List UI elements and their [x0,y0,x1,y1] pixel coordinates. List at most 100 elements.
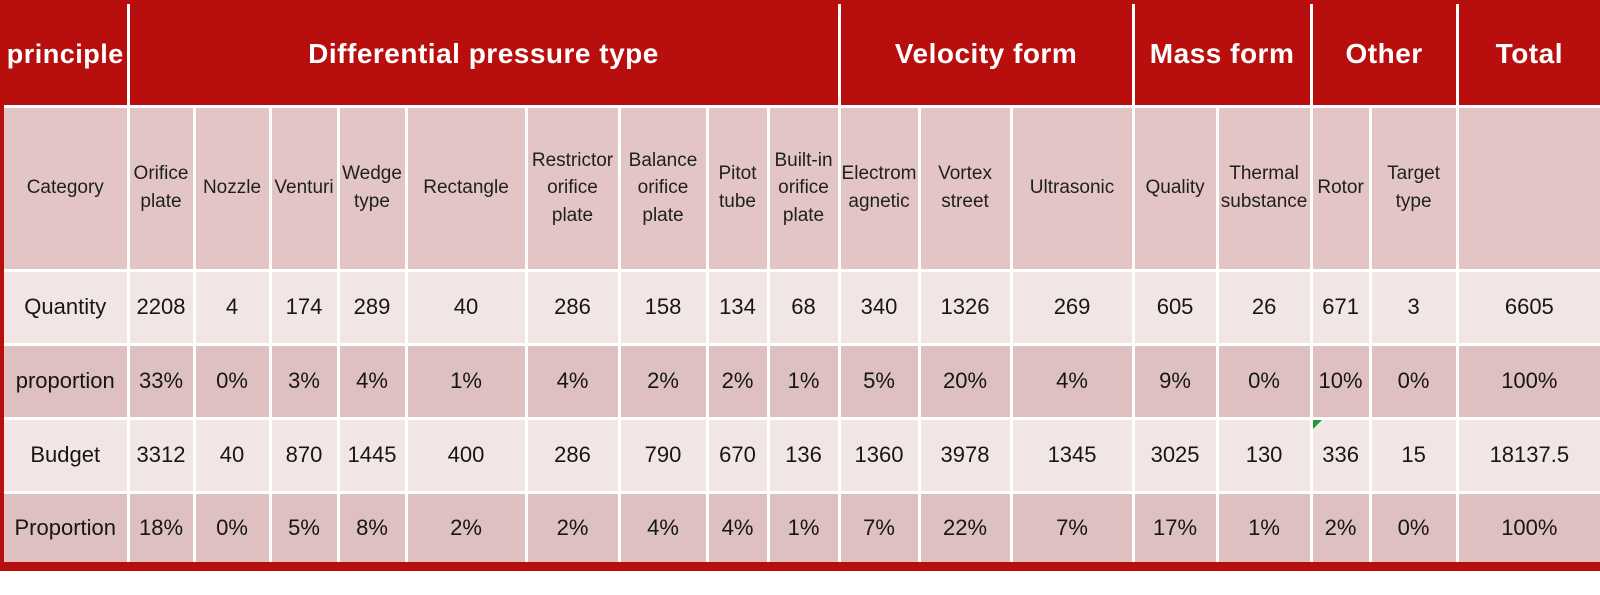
data-cell: 0% [192,342,272,420]
data-cell: 1360 [837,416,921,494]
data-cell: 22% [917,490,1013,568]
data-cell: 3 [1368,268,1459,346]
data-cell: 3312 [126,416,196,494]
category-cell: Venturi [268,104,340,272]
header-velocity-form: Velocity form [837,0,1135,108]
data-cell: 1% [766,342,841,420]
data-cell: 7% [837,490,921,568]
data-cell: 1% [766,490,841,568]
category-cell [1455,104,1600,272]
data-cell: 130 [1215,416,1313,494]
data-cell: 4% [524,342,621,420]
category-cell: Quality [1131,104,1219,272]
category-cell: Rotor [1309,104,1372,272]
data-cell: 1445 [336,416,408,494]
data-cell: 269 [1009,268,1135,346]
data-row-quantity: Quantity 2208 4 174 289 40 286 158 134 68 340 1326 2… [0,268,1600,346]
data-cell: 4% [1009,342,1135,420]
row-label: Proportion [0,490,130,568]
data-cell: 33% [126,342,196,420]
category-cell: Rectangle [404,104,528,272]
data-cell: 0% [1368,490,1459,568]
data-cell: 134 [705,268,770,346]
data-cell: 0% [1215,342,1313,420]
data-cell: 605 [1131,268,1219,346]
data-cell: 40 [404,268,528,346]
category-cell: Orifice plate [126,104,196,272]
data-cell: 5% [837,342,921,420]
category-cell: Vortex street [917,104,1013,272]
data-cell: 1326 [917,268,1013,346]
row-label: Budget [0,416,130,494]
header-other: Other [1309,0,1459,108]
data-cell: 870 [268,416,340,494]
category-cell: Restrictor orifice plate [524,104,621,272]
data-cell: 4% [336,342,408,420]
data-cell: 2208 [126,268,196,346]
row-label: Quantity [0,268,130,346]
data-cell: 3025 [1131,416,1219,494]
table-header: principle Differential pressure type Vel… [0,0,1600,108]
data-cell: 4 [192,268,272,346]
data-cell: 3978 [917,416,1013,494]
data-cell: 670 [705,416,770,494]
header-mass-form: Mass form [1131,0,1313,108]
category-cell: Ultrasonic [1009,104,1135,272]
data-cell: 790 [617,416,709,494]
data-cell: 2% [404,490,528,568]
data-cell: 336 [1309,416,1372,494]
category-row: Category Orifice plate Nozzle Venturi Wedge … [0,104,1600,272]
category-row-label: Category [0,104,130,272]
data-cell: 100% [1455,342,1600,420]
data-row-proportion: Proportion 18% 0% 5% 8% 2% 2% 4% 4% 1% 7% 22% 7% 17% 1… [0,490,1600,568]
data-cell: 17% [1131,490,1219,568]
data-cell: 2% [524,490,621,568]
row-label: proportion [0,342,130,420]
data-cell: 20% [917,342,1013,420]
data-cell: 3% [268,342,340,420]
data-cell: 5% [268,490,340,568]
table-body: Category Orifice plate Nozzle Venturi Wedge … [0,104,1600,568]
data-cell: 158 [617,268,709,346]
data-cell: 289 [336,268,408,346]
category-cell: Built-in orifice plate [766,104,841,272]
data-cell: 7% [1009,490,1135,568]
data-cell: 26 [1215,268,1313,346]
data-cell: 1% [404,342,528,420]
data-row-proportion: proportion 33% 0% 3% 4% 1% 4% 2% 2% 1% 5% 20% 4% 9% 0%… [0,342,1600,420]
principle-header-row: principle Differential pressure type Vel… [0,0,1600,108]
category-cell: Thermal substance [1215,104,1313,272]
category-cell: Balance orifice plate [617,104,709,272]
header-differential-pressure-type: Differential pressure type [126,0,841,108]
flow-meter-statistics-table: principle Differential pressure type Vel… [0,0,1600,571]
data-cell: 18% [126,490,196,568]
data-row-budget: Budget 3312 40 870 1445 400 286 790 670 136 1360 39… [0,416,1600,494]
data-cell: 1% [1215,490,1313,568]
data-cell: 174 [268,268,340,346]
data-cell: 9% [1131,342,1219,420]
data-cell: 4% [617,490,709,568]
category-cell: Pitot tube [705,104,770,272]
category-cell: Electrom agnetic [837,104,921,272]
data-cell: 6605 [1455,268,1600,346]
data-cell: 671 [1309,268,1372,346]
data-cell: 400 [404,416,528,494]
data-cell: 40 [192,416,272,494]
data-cell: 8% [336,490,408,568]
data-cell: 136 [766,416,841,494]
category-cell: Target type [1368,104,1459,272]
data-cell: 2% [705,342,770,420]
data-cell: 0% [192,490,272,568]
header-total: Total [1455,0,1600,108]
category-cell: Wedge type [336,104,408,272]
data-cell: 68 [766,268,841,346]
data-cell: 1345 [1009,416,1135,494]
data-cell: 340 [837,268,921,346]
data-cell: 18137.5 [1455,416,1600,494]
data-cell: 2% [1309,490,1372,568]
data-cell: 10% [1309,342,1372,420]
data-cell: 100% [1455,490,1600,568]
comment-flag-icon [1314,421,1322,429]
data-cell: 2% [617,342,709,420]
